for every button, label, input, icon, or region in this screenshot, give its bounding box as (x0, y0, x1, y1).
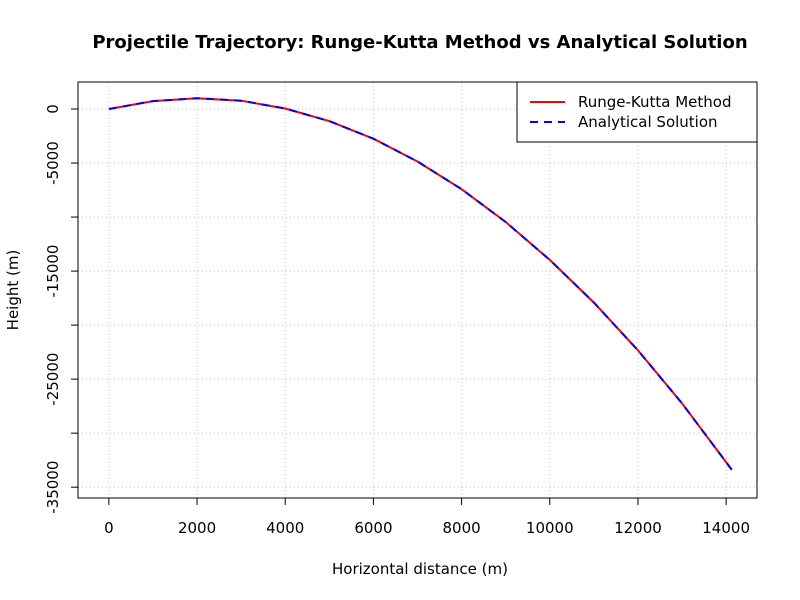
legend-label-2: Analytical Solution (578, 113, 718, 131)
y-tick-label: -35000 (44, 461, 62, 514)
x-tick-label: 10000 (526, 519, 574, 537)
grid (78, 82, 757, 498)
legend-box (516, 81, 758, 143)
x-tick-label: 14000 (702, 519, 750, 537)
y-tick-label: -25000 (44, 353, 62, 406)
x-tick-label: 12000 (614, 519, 662, 537)
x-axis-label: Horizontal distance (m) (332, 560, 508, 578)
y-axis: 0 -5000 -15000 -25000 -35000 (44, 104, 79, 514)
y-tick-label: -5000 (44, 141, 62, 185)
x-tick-label: 6000 (354, 519, 392, 537)
plot-frame (77, 81, 758, 499)
legend-label-1: Runge-Kutta Method (578, 93, 732, 111)
series-line-2 (108, 97, 733, 471)
x-tick-label: 4000 (266, 519, 304, 537)
y-axis-label: Height (m) (4, 250, 22, 331)
legend: Runge-Kutta Method Analytical Solution (516, 81, 758, 143)
series-layer (108, 97, 733, 471)
x-tick-label: 2000 (178, 519, 216, 537)
chart-title: Projectile Trajectory: Runge-Kutta Metho… (92, 32, 747, 53)
x-axis: 0 2000 4000 6000 8000 10000 12000 14000 (104, 497, 750, 537)
x-tick-label: 8000 (442, 519, 480, 537)
y-tick-label: -15000 (44, 245, 62, 298)
x-tick-label: 0 (104, 519, 114, 537)
y-tick-label: 0 (44, 104, 62, 114)
